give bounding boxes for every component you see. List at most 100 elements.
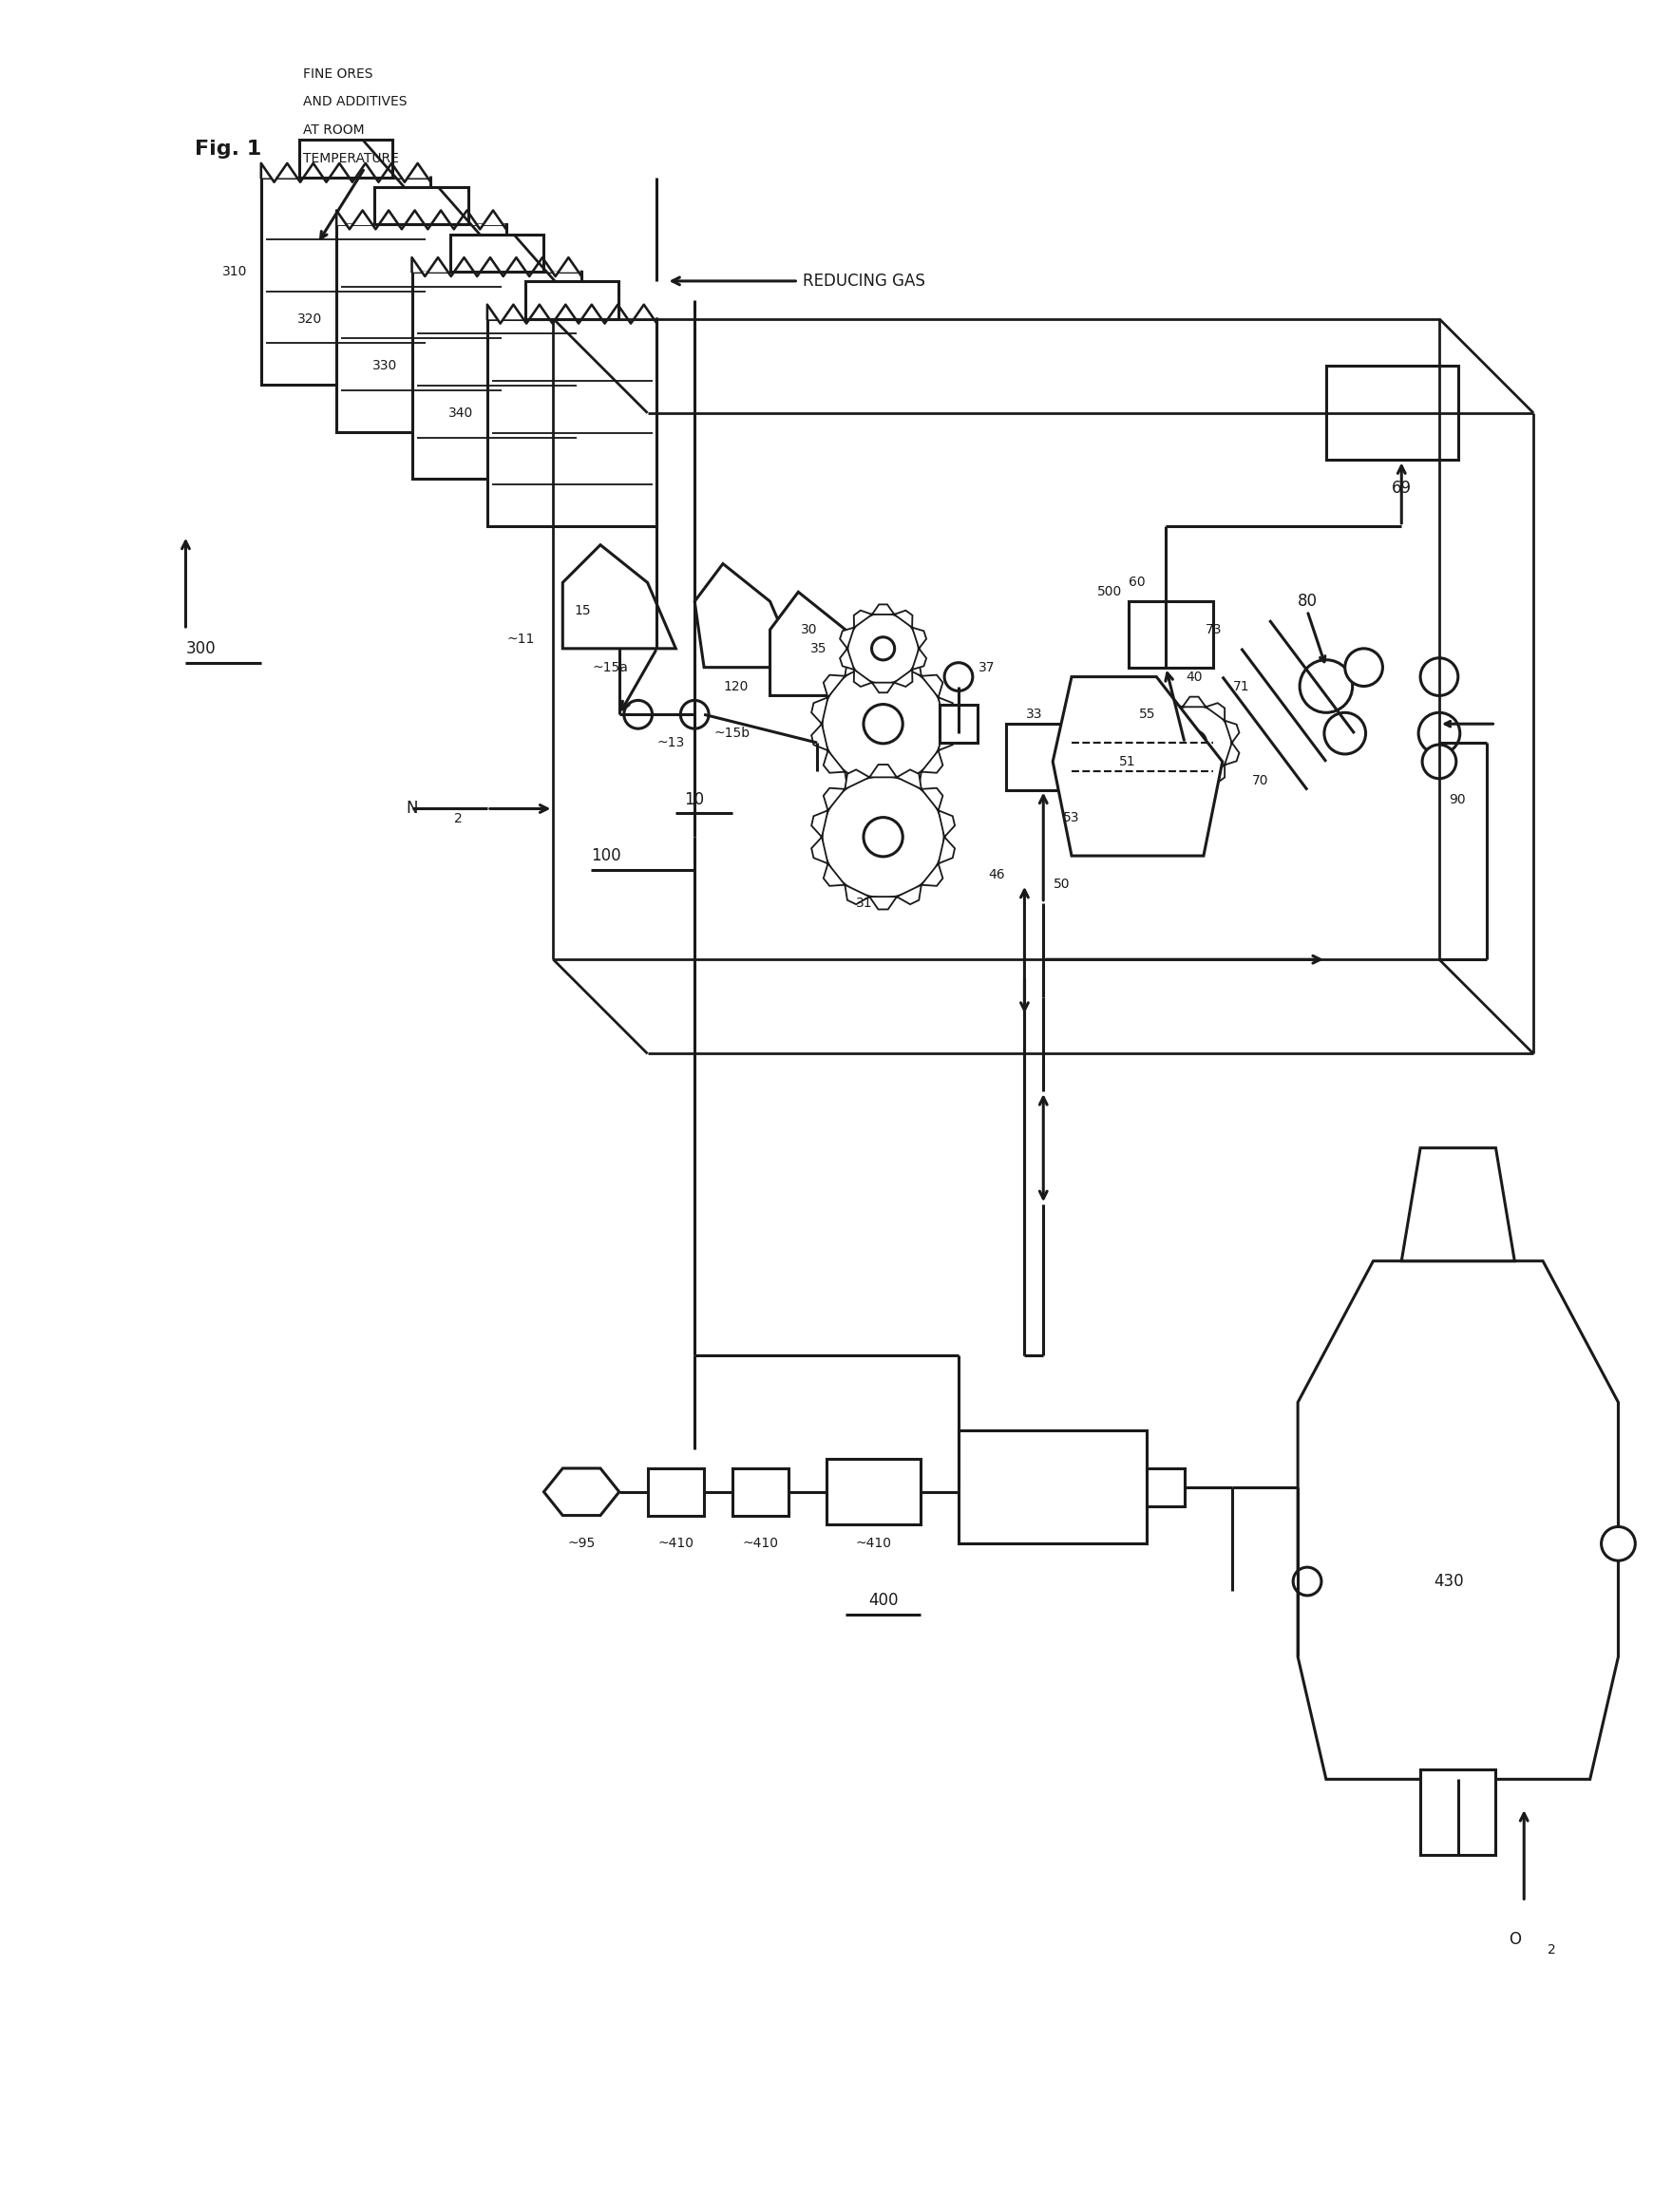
Polygon shape (921, 787, 943, 810)
Circle shape (871, 637, 895, 659)
Bar (411, 272, 582, 480)
Polygon shape (921, 863, 943, 887)
Circle shape (823, 776, 945, 898)
Polygon shape (913, 648, 926, 670)
Text: 300: 300 (186, 639, 216, 657)
Polygon shape (938, 697, 955, 723)
Polygon shape (261, 164, 431, 181)
Polygon shape (844, 772, 869, 792)
Polygon shape (869, 765, 896, 776)
Polygon shape (824, 675, 844, 697)
Text: ~15a: ~15a (592, 661, 629, 675)
Text: 60: 60 (1129, 575, 1145, 588)
Text: 100: 100 (590, 847, 620, 865)
Bar (450, 234, 543, 272)
Text: FINE ORES: FINE ORES (304, 66, 373, 80)
Polygon shape (811, 723, 828, 750)
Text: AND ADDITIVES: AND ADDITIVES (304, 95, 408, 108)
Bar (375, 188, 468, 223)
Circle shape (863, 703, 903, 743)
Text: 31: 31 (856, 896, 873, 909)
Polygon shape (839, 648, 854, 670)
Text: 15: 15 (573, 604, 590, 617)
Text: Fig. 1: Fig. 1 (196, 139, 263, 159)
Text: 37: 37 (978, 661, 995, 675)
Polygon shape (1149, 721, 1164, 743)
Circle shape (848, 613, 920, 684)
Polygon shape (873, 684, 895, 692)
Text: ~95: ~95 (567, 1537, 595, 1551)
Polygon shape (844, 885, 869, 905)
Polygon shape (811, 836, 828, 863)
Circle shape (863, 818, 903, 856)
Bar (958, 1431, 1147, 1544)
Polygon shape (895, 611, 913, 628)
Bar (525, 281, 619, 319)
Polygon shape (1206, 765, 1224, 783)
Circle shape (1299, 659, 1353, 712)
Polygon shape (1401, 1148, 1515, 1261)
Bar (336, 223, 507, 431)
Text: AT ROOM: AT ROOM (304, 124, 364, 137)
Text: 69: 69 (1391, 480, 1411, 498)
Polygon shape (938, 836, 955, 863)
Polygon shape (1182, 779, 1206, 790)
Text: ~410: ~410 (742, 1537, 779, 1551)
Polygon shape (896, 772, 921, 792)
Bar (261, 177, 431, 385)
Polygon shape (921, 675, 943, 697)
Polygon shape (811, 810, 828, 836)
Text: 10: 10 (684, 790, 704, 807)
Bar (1420, 1770, 1496, 1854)
Text: 50: 50 (1053, 878, 1070, 891)
Polygon shape (1224, 721, 1239, 743)
Text: 33: 33 (1025, 708, 1042, 721)
Polygon shape (824, 863, 844, 887)
Polygon shape (1164, 765, 1182, 783)
Polygon shape (869, 896, 896, 909)
Text: 320: 320 (298, 312, 323, 325)
Text: 400: 400 (868, 1593, 898, 1608)
Text: 500: 500 (1097, 586, 1122, 599)
Polygon shape (1149, 743, 1164, 765)
Polygon shape (771, 593, 874, 695)
Text: O: O (1508, 1931, 1522, 1949)
Text: 330: 330 (373, 358, 398, 372)
Circle shape (1418, 712, 1460, 754)
Polygon shape (869, 783, 896, 796)
Polygon shape (913, 628, 926, 648)
Polygon shape (811, 697, 828, 723)
Text: ~410: ~410 (856, 1537, 891, 1551)
Polygon shape (336, 210, 507, 230)
Text: 70: 70 (1252, 774, 1269, 787)
Polygon shape (895, 670, 913, 686)
Circle shape (1344, 648, 1383, 686)
Text: 80: 80 (1297, 593, 1318, 611)
Text: 73: 73 (1206, 624, 1222, 637)
Circle shape (1182, 730, 1206, 754)
Polygon shape (1053, 677, 1222, 856)
Polygon shape (869, 653, 896, 664)
Text: 71: 71 (1232, 679, 1249, 692)
Text: 51: 51 (1119, 754, 1135, 768)
Polygon shape (873, 604, 895, 615)
Polygon shape (839, 628, 854, 648)
Bar (826, 1460, 921, 1524)
Text: 430: 430 (1433, 1573, 1463, 1590)
Polygon shape (896, 885, 921, 905)
Bar (732, 1469, 789, 1515)
Polygon shape (1206, 703, 1224, 721)
Polygon shape (563, 544, 675, 648)
Text: 46: 46 (988, 867, 1005, 880)
Bar (1147, 1469, 1185, 1506)
Polygon shape (938, 723, 955, 750)
Polygon shape (844, 657, 869, 677)
Polygon shape (824, 787, 844, 810)
Circle shape (624, 701, 652, 728)
Polygon shape (1224, 743, 1239, 765)
Polygon shape (896, 657, 921, 677)
Polygon shape (938, 810, 955, 836)
Polygon shape (921, 750, 943, 772)
Polygon shape (694, 564, 798, 668)
Text: 90: 90 (1448, 792, 1465, 805)
